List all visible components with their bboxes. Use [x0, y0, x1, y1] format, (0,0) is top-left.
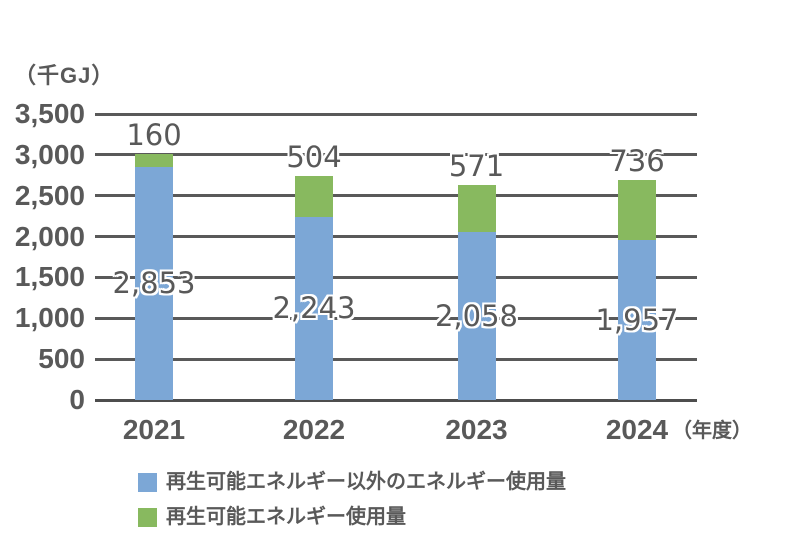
renewable-value-label: 504 — [286, 139, 342, 174]
legend-label: 再生可能エネルギー以外のエネルギー使用量 — [166, 471, 566, 493]
nonrenewable-value-label: 1,957 — [595, 303, 679, 338]
gridline — [95, 235, 697, 239]
bar-segment-nonrenewable — [618, 240, 656, 400]
x-tick-label: 2023 — [445, 414, 508, 445]
renewable-value-label: 736 — [609, 143, 665, 178]
x-tick-label: 2022 — [282, 414, 346, 445]
legend: 再生可能エネルギー以外のエネルギー使用量 再生可能エネルギー使用量 — [138, 471, 566, 541]
bar-segment-nonrenewable — [457, 231, 496, 400]
y-tick-label: 2,000 — [14, 220, 85, 252]
bar-segment-renewable — [457, 185, 496, 232]
y-axis-unit-label: （千GJ） — [14, 63, 115, 88]
y-tick-label: 1,500 — [14, 261, 85, 293]
gridline — [95, 316, 697, 320]
y-tick-label: 2,500 — [14, 179, 85, 211]
legend-item: 再生可能エネルギー以外のエネルギー使用量 — [138, 471, 566, 493]
nonrenewable-value-label: 2,853 — [112, 266, 196, 301]
bar-segment-nonrenewable — [135, 166, 173, 400]
renewable-value-label: 571 — [448, 149, 505, 184]
gridline — [95, 194, 697, 198]
nonrenewable-value-label: 2,058 — [434, 298, 519, 333]
gridline — [95, 275, 697, 279]
legend-swatch — [138, 472, 157, 492]
renewable-value-label: 160 — [126, 117, 182, 152]
gridline — [95, 153, 697, 157]
x-tick-label: 2021 — [122, 414, 186, 445]
legend-swatch — [138, 507, 157, 527]
y-tick-label: 3,500 — [14, 98, 85, 129]
y-tick-label: 1,000 — [14, 302, 85, 334]
legend-label: 再生可能エネルギー使用量 — [166, 506, 406, 528]
y-tick-label: 3,000 — [14, 138, 85, 170]
gridline — [95, 112, 697, 116]
gridline — [95, 357, 697, 361]
x-axis-unit-label: （年度） — [672, 420, 752, 442]
bar-segment-renewable — [618, 179, 656, 241]
nonrenewable-value-label: 2,243 — [272, 291, 356, 326]
bar-segment-renewable — [135, 153, 173, 167]
x-tick-label: 2024 — [605, 414, 669, 445]
bar-segment-nonrenewable — [295, 216, 333, 400]
legend-item: 再生可能エネルギー使用量 — [138, 506, 566, 528]
y-tick-label: 0 — [69, 384, 85, 415]
bar-segment-renewable — [295, 175, 333, 217]
y-tick-label: 500 — [38, 343, 85, 375]
x-axis-line — [95, 398, 697, 402]
